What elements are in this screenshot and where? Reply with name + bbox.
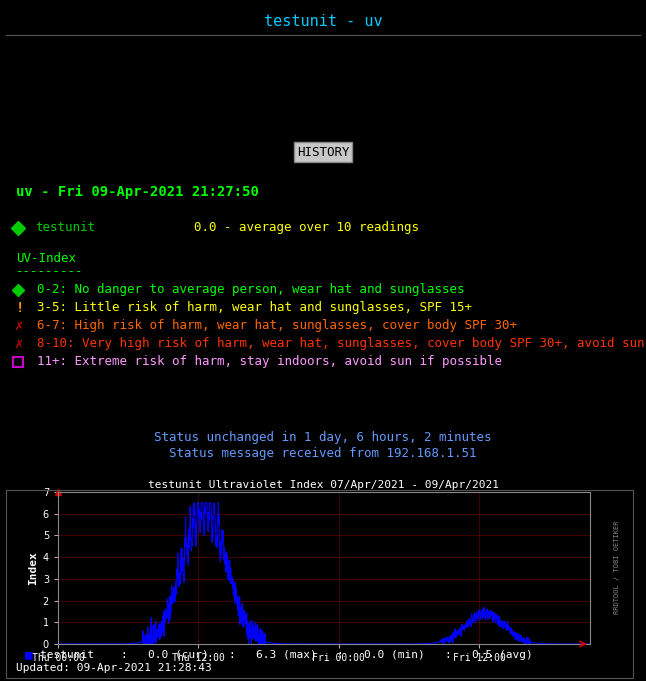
Text: RRDTOOL / TOBI OETIKER: RRDTOOL / TOBI OETIKER	[614, 520, 620, 614]
Text: ✗: ✗	[14, 337, 23, 351]
Text: 8-10: Very high risk of harm, wear hat, sunglasses, cover body SPF 30+, avoid su: 8-10: Very high risk of harm, wear hat, …	[37, 338, 644, 351]
Text: Status message received from 192.168.1.51: Status message received from 192.168.1.5…	[169, 447, 477, 460]
Text: uv - Fri 09-Apr-2021 21:27:50: uv - Fri 09-Apr-2021 21:27:50	[16, 185, 259, 199]
Text: testunit    :   0.0 (cur)   :   6.3 (max)   :   0.0 (min)   :   0.5 (avg): testunit : 0.0 (cur) : 6.3 (max) : 0.0 (…	[40, 650, 533, 660]
Text: 0-2: No danger to average person, wear hat and sunglasses: 0-2: No danger to average person, wear h…	[37, 283, 464, 296]
Text: ■: ■	[25, 648, 32, 661]
Text: !: !	[16, 301, 24, 315]
Text: testunit: testunit	[36, 221, 96, 234]
Text: Updated: 09-Apr-2021 21:28:43: Updated: 09-Apr-2021 21:28:43	[16, 663, 212, 673]
Text: UV-Index: UV-Index	[16, 251, 76, 264]
Text: 3-5: Little risk of harm, wear hat and sunglasses, SPF 15+: 3-5: Little risk of harm, wear hat and s…	[37, 302, 472, 315]
Text: 0.0 - average over 10 readings: 0.0 - average over 10 readings	[194, 221, 419, 234]
Text: Status unchanged in 1 day, 6 hours, 2 minutes: Status unchanged in 1 day, 6 hours, 2 mi…	[154, 432, 492, 445]
Text: ---------: ---------	[16, 266, 83, 279]
Text: ✗: ✗	[14, 319, 23, 333]
Text: 6-7: High risk of harm, wear hat, sunglasses, cover body SPF 30+: 6-7: High risk of harm, wear hat, sungla…	[37, 319, 517, 332]
Text: HISTORY: HISTORY	[297, 146, 349, 159]
Text: 11+: Extreme risk of harm, stay indoors, avoid sun if possible: 11+: Extreme risk of harm, stay indoors,…	[37, 355, 502, 368]
Y-axis label: Index: Index	[28, 551, 39, 585]
Text: testunit - uv: testunit - uv	[264, 14, 382, 29]
Title: testunit Ultraviolet Index 07/Apr/2021 - 09/Apr/2021: testunit Ultraviolet Index 07/Apr/2021 -…	[149, 480, 499, 490]
